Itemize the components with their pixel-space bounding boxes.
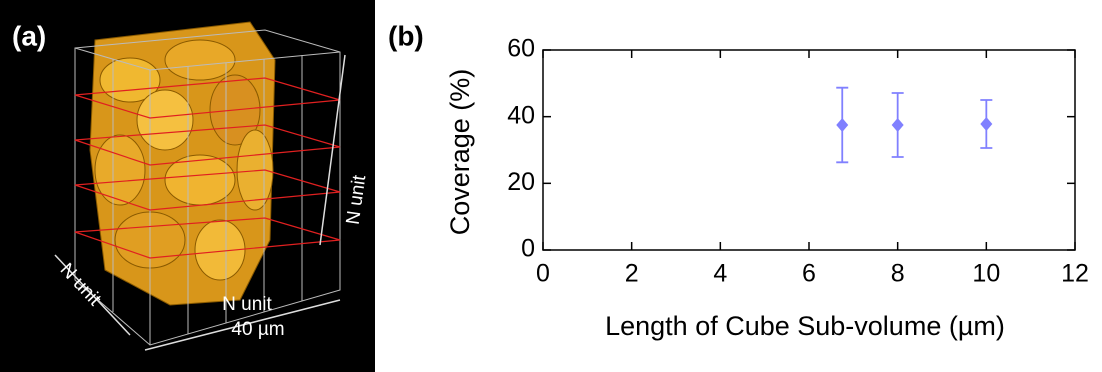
marker bbox=[892, 118, 904, 132]
dimension-label: N unit bbox=[222, 294, 272, 315]
panel-label: (a) bbox=[12, 20, 46, 51]
y-tick-label: 60 bbox=[507, 35, 535, 63]
x-tick-label: 6 bbox=[802, 260, 816, 288]
y-tick-label: 20 bbox=[507, 168, 535, 196]
x-tick-label: 2 bbox=[625, 260, 639, 288]
x-tick-label: 8 bbox=[891, 260, 905, 288]
x-tick-label: 4 bbox=[713, 260, 727, 288]
panel-label: (b) bbox=[388, 20, 424, 51]
x-tick-label: 0 bbox=[536, 260, 550, 288]
chart: (b) Length of Cube Sub-volume (µm) Cover… bbox=[388, 20, 1089, 341]
figure: (a) N unit N unit N unit 40 µm (b) Lengt… bbox=[0, 0, 1102, 372]
marker bbox=[980, 117, 992, 131]
gold-structure bbox=[90, 22, 275, 305]
dimension-label: 40 µm bbox=[231, 319, 284, 340]
x-tick-label: 12 bbox=[1061, 260, 1089, 288]
y-tick-label: 0 bbox=[521, 235, 535, 263]
image-panel: (a) N unit N unit N unit 40 µm bbox=[0, 0, 375, 372]
x-tick-label: 10 bbox=[972, 260, 1000, 288]
y-tick-label: 40 bbox=[507, 101, 535, 129]
plot-frame bbox=[543, 50, 1075, 250]
marker bbox=[836, 118, 848, 132]
x-axis-label: Length of Cube Sub-volume (µm) bbox=[605, 311, 1005, 341]
y-axis-label: Coverage (%) bbox=[445, 69, 475, 236]
